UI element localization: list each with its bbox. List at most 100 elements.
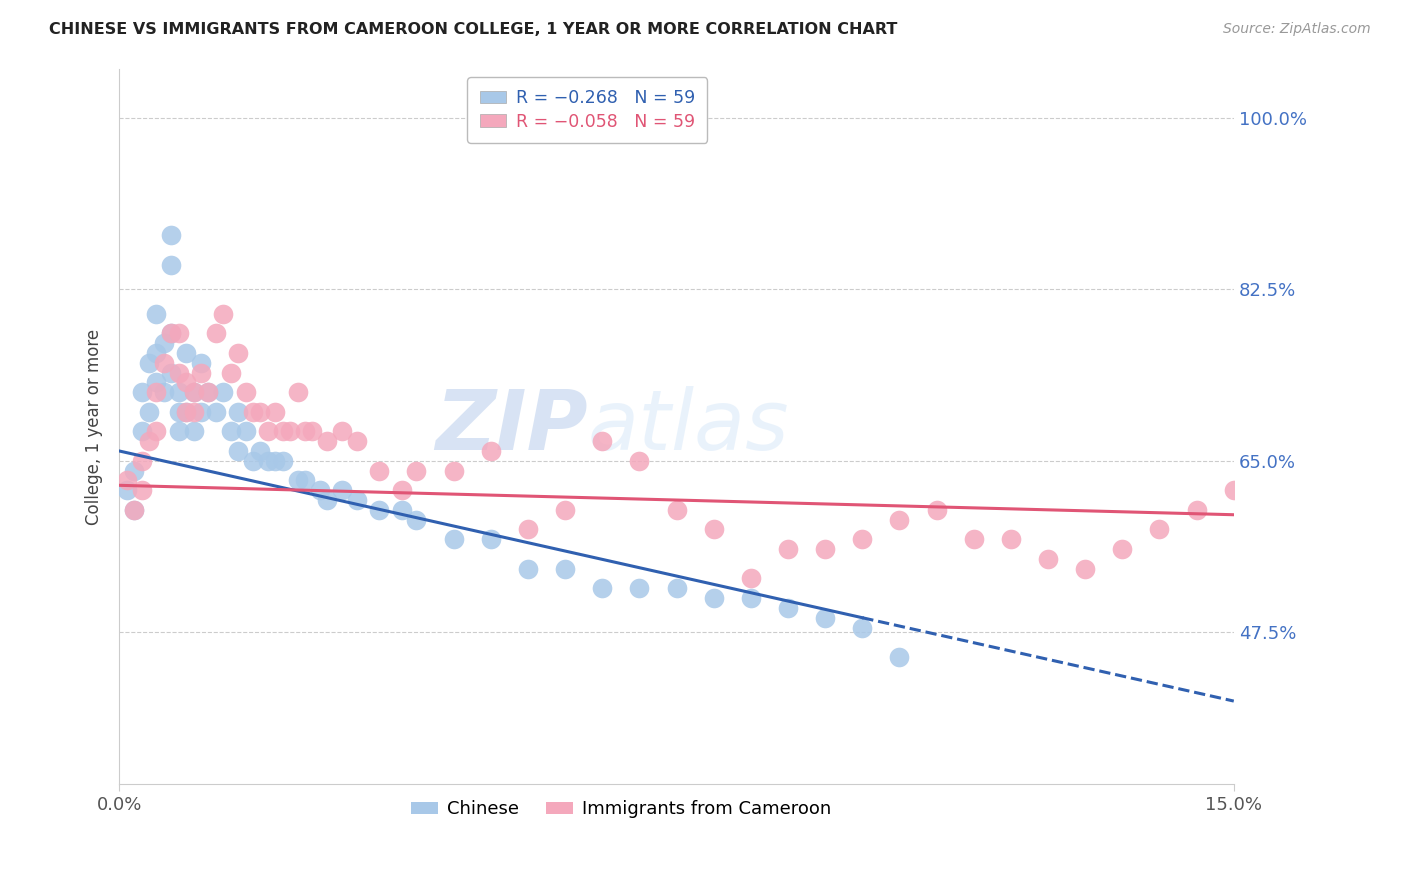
Point [479,444,502,458]
Point [183,385,205,400]
Point [346,434,368,449]
Point [153,356,176,370]
Point [309,483,332,498]
Point [160,228,183,243]
Point [205,326,228,341]
Point [138,434,160,449]
Point [591,582,613,596]
Point [235,425,257,439]
Point [174,405,197,419]
Point [516,523,538,537]
Point [174,346,197,360]
Point [138,405,160,419]
Point [963,533,986,547]
Point [131,483,153,498]
Point [131,385,153,400]
Point [346,493,368,508]
Point [1036,552,1059,566]
Point [271,425,294,439]
Point [138,356,160,370]
Point [197,385,219,400]
Text: CHINESE VS IMMIGRANTS FROM CAMEROON COLLEGE, 1 YEAR OR MORE CORRELATION CHART: CHINESE VS IMMIGRANTS FROM CAMEROON COLL… [49,22,897,37]
Legend: Chinese, Immigrants from Cameroon: Chinese, Immigrants from Cameroon [404,793,838,825]
Point [115,474,138,488]
Point [145,346,167,360]
Point [153,385,176,400]
Point [443,464,465,478]
Point [131,425,153,439]
Point [443,533,465,547]
Point [1185,503,1208,517]
Point [516,562,538,576]
Point [368,464,391,478]
Point [242,454,264,468]
Point [889,513,911,527]
Point [1149,523,1171,537]
Point [889,649,911,664]
Point [122,464,145,478]
Point [264,405,287,419]
Point [174,405,197,419]
Point [1074,562,1097,576]
Point [294,425,316,439]
Point [205,405,228,419]
Point [330,483,353,498]
Y-axis label: College, 1 year or more: College, 1 year or more [86,328,103,524]
Point [249,405,271,419]
Point [190,356,212,370]
Text: atlas: atlas [588,386,789,467]
Point [153,336,176,351]
Point [197,385,219,400]
Point [628,582,651,596]
Point [591,434,613,449]
Point [219,366,242,380]
Point [1223,483,1246,498]
Point [405,464,427,478]
Point [405,513,427,527]
Point [368,503,391,517]
Point [219,425,242,439]
Point [190,405,212,419]
Point [131,454,153,468]
Point [183,425,205,439]
Point [226,346,249,360]
Point [740,591,762,606]
Point [316,434,339,449]
Point [145,376,167,390]
Point [145,425,167,439]
Point [160,366,183,380]
Point [167,385,190,400]
Point [226,405,249,419]
Point [776,542,799,557]
Point [703,591,725,606]
Point [212,307,235,321]
Point [264,454,287,468]
Point [122,503,145,517]
Point [167,405,190,419]
Point [554,503,576,517]
Text: ZIP: ZIP [434,386,588,467]
Point [271,454,294,468]
Point [665,582,688,596]
Point [167,326,190,341]
Point [257,454,280,468]
Point [316,493,339,508]
Point [1000,533,1022,547]
Point [740,572,762,586]
Point [174,376,197,390]
Point [628,454,651,468]
Point [278,425,301,439]
Point [287,474,309,488]
Point [145,385,167,400]
Point [479,533,502,547]
Point [167,366,190,380]
Point [851,620,873,634]
Point [287,385,309,400]
Point [391,483,413,498]
Point [183,385,205,400]
Point [330,425,353,439]
Point [115,483,138,498]
Point [242,405,264,419]
Point [160,326,183,341]
Point [814,611,837,625]
